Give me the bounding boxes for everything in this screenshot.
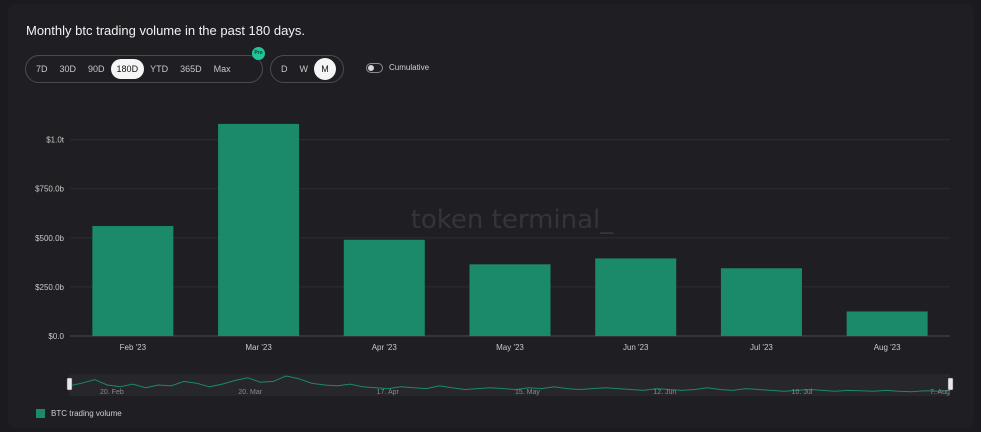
- navigator-date-label: 20. Feb: [100, 389, 124, 396]
- navigator-right-handle[interactable]: [947, 377, 954, 391]
- cumulative-label: Cumulative: [389, 63, 430, 72]
- range-ytd-button[interactable]: YTD: [150, 64, 169, 74]
- y-tick-label: $1.0t: [46, 136, 65, 145]
- y-tick-label: $750.0b: [35, 185, 64, 194]
- x-tick-label: Feb '23: [120, 343, 147, 352]
- y-tick-label: $250.0b: [35, 283, 64, 292]
- pro-badge: Pro: [252, 47, 265, 60]
- granularity-daily-button[interactable]: D: [281, 64, 288, 74]
- legend-label[interactable]: BTC trading volume: [51, 409, 122, 418]
- navigator-date-label: 7. Aug: [930, 389, 950, 396]
- watermark: token terminal_: [411, 205, 615, 235]
- x-tick-label: Aug '23: [874, 343, 901, 352]
- x-tick-label: Jun '23: [623, 343, 649, 352]
- range-7d-button[interactable]: 7D: [36, 64, 48, 74]
- bar: [469, 264, 551, 336]
- granularity-selector: D W M: [270, 55, 344, 83]
- navigator-date-label: 15. May: [515, 389, 540, 396]
- range-30d-button[interactable]: 30D: [59, 64, 77, 74]
- granularity-weekly-button[interactable]: W: [299, 64, 309, 74]
- x-tick-label: Mar '23: [245, 343, 272, 352]
- chart-title: Monthly btc trading volume in the past 1…: [26, 23, 305, 38]
- navigator-background: [69, 374, 950, 396]
- cumulative-toggle[interactable]: [366, 63, 383, 73]
- range-180d-button[interactable]: 180D: [110, 59, 145, 79]
- bar: [343, 239, 425, 336]
- navigator-date-label: 12. Jun: [653, 389, 676, 396]
- time-range-selector: 7D 30D 90D 180D YTD 365D Max: [25, 55, 263, 83]
- x-tick-label: Apr '23: [372, 343, 398, 352]
- x-tick-label: Jul '23: [750, 343, 773, 352]
- chart-card: [8, 4, 974, 428]
- range-max-button[interactable]: Max: [213, 64, 231, 74]
- navigator-line: [68, 375, 951, 393]
- bar: [595, 258, 677, 336]
- bar: [720, 268, 802, 336]
- x-tick-label: May '23: [496, 343, 524, 352]
- y-tick-label: $0.0: [48, 332, 64, 341]
- y-tick-label: $500.0b: [35, 234, 64, 243]
- range-90d-button[interactable]: 90D: [88, 64, 105, 74]
- legend-swatch[interactable]: [36, 409, 45, 418]
- bar: [846, 311, 928, 336]
- navigator-date-label: 10. Jul: [792, 389, 813, 396]
- navigator-left-handle[interactable]: [66, 377, 73, 391]
- bar: [218, 123, 300, 336]
- range-365d-button[interactable]: 365D: [180, 64, 202, 74]
- granularity-monthly-button[interactable]: M: [314, 58, 336, 80]
- bar: [92, 226, 174, 336]
- navigator-date-label: 17. Apr: [377, 389, 400, 396]
- navigator-date-label: 20. Mar: [238, 389, 262, 396]
